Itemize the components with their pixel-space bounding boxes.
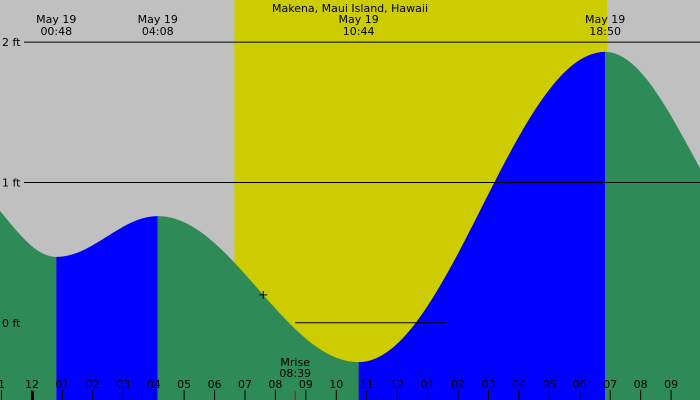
x-tick-label: 03 xyxy=(481,378,495,391)
y-tick-label: 2 ft xyxy=(2,36,21,49)
extreme-time: 04:08 xyxy=(142,25,174,38)
gridlines: 0 ft 1 ft 2 ft xyxy=(2,36,700,330)
x-tick-label: 09 xyxy=(299,378,313,391)
x-tick-label: 06 xyxy=(573,378,587,391)
falling-tide-area xyxy=(0,210,57,400)
extreme-date: May 19 xyxy=(138,13,178,26)
extreme-time: 00:48 xyxy=(40,25,72,38)
x-tick-label: 05 xyxy=(177,378,191,391)
x-tick-label: 04 xyxy=(512,378,526,391)
x-tick-label: 03 xyxy=(116,378,130,391)
falling-tide-area xyxy=(605,51,700,400)
y-tick-label: 0 ft xyxy=(2,317,21,330)
x-tick-label: 06 xyxy=(208,378,222,391)
x-tick-label: 11 xyxy=(360,378,374,391)
y-tick-label: 1 ft xyxy=(2,176,21,189)
rising-tide-area xyxy=(358,51,606,400)
x-tick-label: 12 xyxy=(390,378,404,391)
x-tick-label: 07 xyxy=(238,378,252,391)
x-tick-label: 01 xyxy=(55,378,69,391)
extreme-time: 18:50 xyxy=(589,25,621,38)
x-tick-label: 02 xyxy=(86,378,100,391)
x-tick-label: 01 xyxy=(421,378,435,391)
x-tick-label: 1 xyxy=(0,378,5,391)
extreme-date: May 19 xyxy=(338,13,378,26)
x-tick-label: 10 xyxy=(329,378,343,391)
x-tick-label: 12 xyxy=(25,378,39,391)
rising-tide-area xyxy=(56,216,158,400)
chart-title: Makena, Maui Island, Hawaii xyxy=(272,2,428,15)
x-axis-ticks: 1 12 01 02 03 04 05 06 07 08 09 10 11 12 01 02 03 04 05 06 0… xyxy=(0,378,678,400)
tide-fills xyxy=(0,51,700,400)
x-tick-label: 08 xyxy=(268,378,282,391)
falling-tide-area xyxy=(157,216,359,400)
x-tick-label: 04 xyxy=(147,378,161,391)
midnight-tick xyxy=(30,391,34,400)
extreme-date: May 19 xyxy=(585,13,625,26)
extreme-time: 10:44 xyxy=(343,25,375,38)
extreme-date: May 19 xyxy=(36,13,76,26)
x-tick-label: 02 xyxy=(451,378,465,391)
x-tick-label: 09 xyxy=(664,378,678,391)
x-tick-label: 05 xyxy=(542,378,556,391)
moonrise-label: Mrise xyxy=(280,356,310,369)
current-position-marker xyxy=(259,290,268,299)
x-tick-label: 07 xyxy=(603,378,617,391)
moonrise-time: 08:39 xyxy=(279,367,311,380)
x-tick-label: 08 xyxy=(634,378,648,391)
